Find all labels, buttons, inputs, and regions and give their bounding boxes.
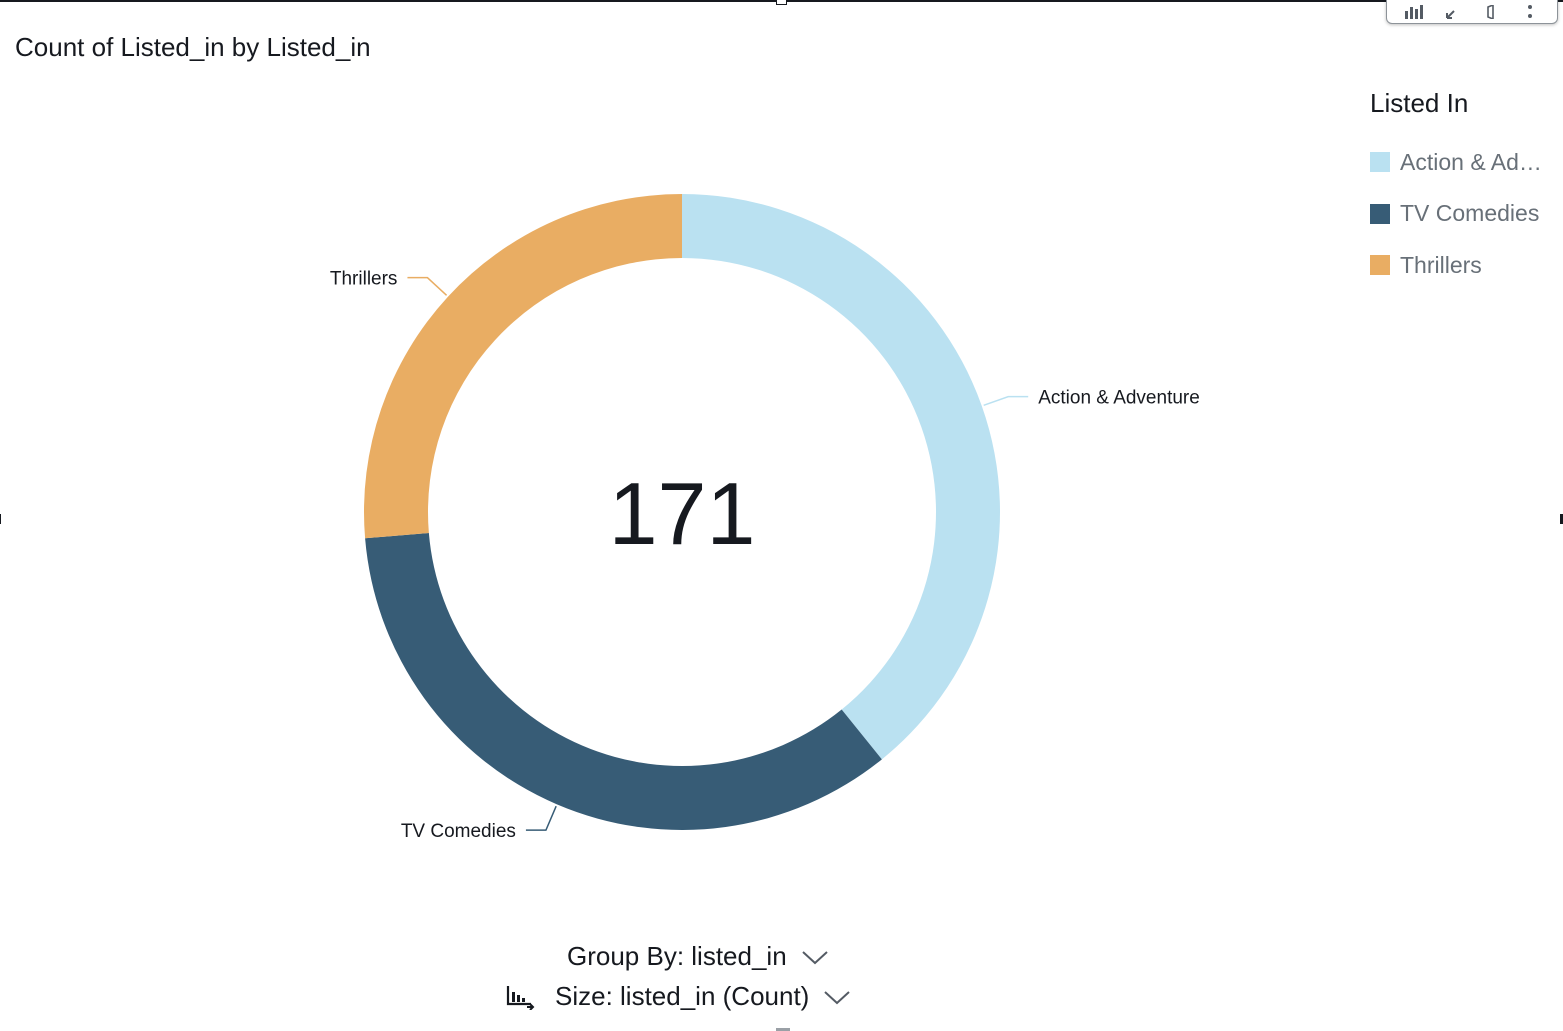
donut-chart: Action & Adventure TV Comedies Thrillers 17… [330, 194, 1200, 842]
resize-handle-right[interactable] [1560, 514, 1563, 524]
legend-label: Thrillers [1400, 251, 1482, 278]
visual-toolbar [1386, 0, 1558, 24]
chevron-down-icon [823, 989, 851, 1005]
group-by-label: Group By: listed_in [567, 941, 787, 971]
legend-swatch [1370, 152, 1390, 172]
donut-slice-tv-comedies[interactable] [365, 532, 882, 831]
donut-slice-action-adventure[interactable] [682, 194, 1001, 760]
legend-item-thrillers[interactable]: Thrillers [1370, 252, 1555, 278]
leader-line [983, 395, 1029, 407]
visual-title: Count of Listed_in by Listed_in [15, 32, 371, 62]
legend-label: TV Comedies [1400, 200, 1540, 226]
center-total-value: 171 [609, 464, 756, 563]
legend-swatch [1370, 255, 1390, 275]
resize-handle-left[interactable] [0, 514, 1, 524]
legend: Listed In Action & Adventure TV Comedies… [1370, 88, 1555, 304]
data-label: Thrillers [330, 269, 398, 290]
resize-handle-top[interactable] [776, 0, 787, 5]
legend-item-tv-comedies[interactable]: TV Comedies [1370, 200, 1555, 227]
bar-chart-icon[interactable] [1403, 1, 1425, 19]
group-by-dropdown[interactable]: Group By: listed_in [567, 941, 829, 972]
leader-line [407, 276, 448, 296]
data-label: TV Comedies [401, 821, 516, 842]
data-label: Action & Adventure [1038, 388, 1200, 409]
speaker-icon[interactable] [1480, 1, 1502, 19]
sort-bars-icon [505, 984, 535, 1010]
size-dropdown[interactable]: Size: listed_in (Count) [505, 981, 851, 1012]
size-label: Size: listed_in (Count) [555, 981, 810, 1011]
donut-slice-thrillers[interactable] [364, 194, 682, 539]
more-vertical-icon[interactable] [1519, 1, 1541, 19]
legend-swatch [1370, 203, 1390, 224]
legend-label: Action & Adventure [1400, 148, 1545, 175]
chevron-down-icon [801, 949, 829, 965]
legend-title: Listed In [1370, 88, 1469, 118]
collapse-arrows-icon[interactable] [1442, 1, 1464, 19]
legend-item-action-adventure[interactable]: Action & Adventure [1370, 149, 1555, 175]
leader-line [525, 805, 557, 831]
